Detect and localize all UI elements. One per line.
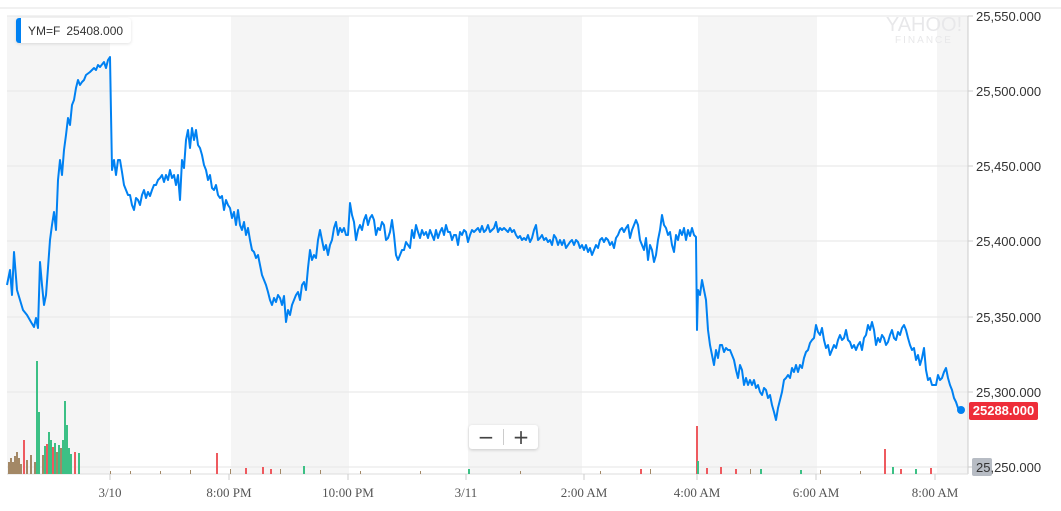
- y-axis-ticks: [968, 15, 973, 468]
- yahoo-finance-watermark: YAHOO! FINANCE: [884, 15, 964, 47]
- svg-text:25,350.000: 25,350.000: [976, 310, 1041, 325]
- x-axis-ticks: [109, 474, 936, 480]
- svg-text:3/10: 3/10: [98, 485, 121, 500]
- price-line: [6, 56, 961, 421]
- svg-text:25,500.000: 25,500.000: [976, 84, 1041, 99]
- svg-text:2:00 AM: 2:00 AM: [561, 485, 608, 500]
- y-axis-crosshair-tag: [972, 458, 992, 476]
- legend-symbol: YM=F: [28, 23, 61, 38]
- zoom-in-button[interactable]: +: [504, 425, 538, 449]
- volume-bars: [8, 361, 932, 474]
- svg-text:10:00 PM: 10:00 PM: [322, 485, 374, 500]
- current-price-tag: 25288.000: [969, 402, 1038, 420]
- zoom-out-button[interactable]: −: [469, 425, 503, 449]
- svg-text:8:00 AM: 8:00 AM: [912, 485, 959, 500]
- svg-text:8:00 PM: 8:00 PM: [206, 485, 252, 500]
- last-price-dot: [957, 406, 965, 414]
- series-legend[interactable]: YM=F 25408.000: [16, 18, 132, 43]
- gridlines: [7, 15, 968, 468]
- x-axis-labels: 3/10 8:00 PM 10:00 PM 3/11 2:00 AM 4:00 …: [98, 485, 958, 500]
- svg-text:3/11: 3/11: [455, 485, 478, 500]
- session-bands: [7, 16, 968, 474]
- watermark-line1: YAHOO!: [885, 14, 963, 36]
- svg-text:25,300.000: 25,300.000: [976, 385, 1041, 400]
- svg-text:25,550.000: 25,550.000: [976, 9, 1041, 24]
- svg-text:6:00 AM: 6:00 AM: [793, 485, 840, 500]
- series-color-swatch: [16, 18, 21, 43]
- svg-text:25,400.000: 25,400.000: [976, 234, 1041, 249]
- y-axis-labels: 25,550.000 25,500.000 25,450.000 25,400.…: [976, 9, 1041, 400]
- svg-text:4:00 AM: 4:00 AM: [674, 485, 721, 500]
- legend-value: 25408.000: [66, 23, 124, 38]
- svg-text:25,450.000: 25,450.000: [976, 159, 1041, 174]
- zoom-controls: − +: [469, 425, 538, 449]
- zoom-separator: [503, 429, 504, 445]
- watermark-line2: FINANCE: [895, 35, 953, 46]
